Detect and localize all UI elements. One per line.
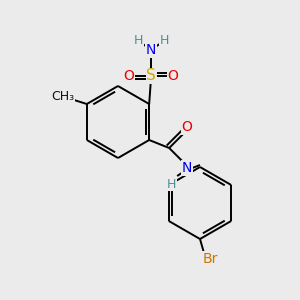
Text: H: H <box>160 34 169 46</box>
Text: O: O <box>182 120 193 134</box>
Text: O: O <box>124 69 135 83</box>
Text: CH₃: CH₃ <box>51 89 74 103</box>
Text: O: O <box>168 69 178 83</box>
Text: H: H <box>134 34 143 46</box>
Text: N: N <box>146 43 156 57</box>
Text: S: S <box>146 68 156 83</box>
Text: Br: Br <box>202 252 218 266</box>
Text: H: H <box>167 178 176 190</box>
Text: N: N <box>182 161 192 175</box>
